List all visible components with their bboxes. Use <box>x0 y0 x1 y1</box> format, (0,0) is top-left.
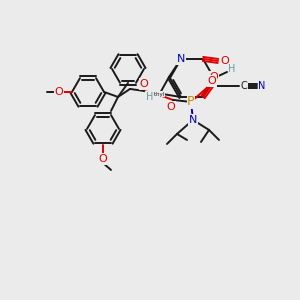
Text: H: H <box>146 92 154 102</box>
Text: N: N <box>210 73 218 83</box>
Text: O: O <box>55 87 63 97</box>
Text: H: H <box>146 92 154 102</box>
Text: O: O <box>167 102 176 112</box>
Text: O: O <box>210 72 218 82</box>
Text: P: P <box>187 95 195 108</box>
Text: H: H <box>228 64 236 74</box>
Text: O: O <box>99 154 107 164</box>
Text: C: C <box>241 81 248 91</box>
Text: O: O <box>140 79 148 89</box>
Text: O: O <box>220 56 230 66</box>
Text: O: O <box>55 87 63 97</box>
Text: N: N <box>177 54 185 64</box>
Text: N: N <box>189 115 197 125</box>
Text: H: H <box>228 64 236 74</box>
Text: P: P <box>187 95 195 108</box>
Text: N: N <box>258 81 266 91</box>
Text: C: C <box>241 81 248 91</box>
Text: O: O <box>140 79 148 89</box>
Text: O: O <box>210 72 218 82</box>
Text: O: O <box>99 154 107 164</box>
Text: methyl: methyl <box>146 92 165 97</box>
Text: N: N <box>189 115 197 125</box>
Text: N: N <box>210 73 218 83</box>
Text: N: N <box>258 81 266 91</box>
Text: N: N <box>177 54 185 64</box>
Text: O: O <box>167 102 176 112</box>
Text: O: O <box>208 76 216 86</box>
Text: O: O <box>208 76 216 86</box>
Text: O: O <box>220 56 230 66</box>
